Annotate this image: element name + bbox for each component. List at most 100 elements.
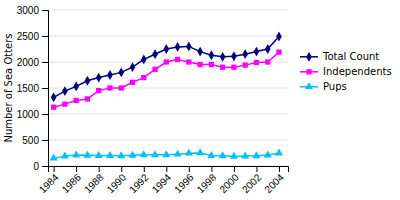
- marker: [265, 59, 270, 64]
- marker: [107, 70, 113, 80]
- tick: 2002: [240, 166, 264, 195]
- y-axis-title: Number of Sea Otters: [3, 33, 14, 142]
- marker: [275, 149, 283, 156]
- tick-mark: [42, 10, 48, 11]
- tick: 2500: [17, 31, 48, 42]
- marker: [119, 85, 124, 90]
- marker: [152, 67, 157, 72]
- tick-mark: [121, 166, 122, 172]
- marker: [51, 105, 56, 110]
- tick-label: 2000: [217, 171, 241, 195]
- tick-label: 3000: [17, 5, 40, 16]
- marker: [130, 80, 135, 85]
- marker: [243, 62, 248, 67]
- marker: [241, 151, 249, 158]
- grid-line: [48, 140, 288, 141]
- marker: [107, 85, 112, 90]
- marker: [141, 54, 147, 64]
- tick: 0: [33, 161, 48, 172]
- tick-label: 1992: [127, 171, 151, 195]
- tick-mark: [256, 166, 257, 172]
- marker: [197, 62, 202, 67]
- tick-mark: [76, 166, 77, 172]
- tick-mark: [42, 36, 48, 37]
- tick: 1988: [82, 166, 106, 195]
- legend-item: Total Count: [300, 51, 379, 62]
- tick-label: 2004: [262, 171, 286, 195]
- series: [51, 49, 282, 109]
- marker: [128, 151, 136, 158]
- marker: [197, 47, 203, 57]
- marker: [175, 42, 181, 52]
- tick-label: 500: [22, 135, 39, 146]
- marker: [152, 49, 158, 59]
- marker: [196, 148, 204, 155]
- marker: [276, 49, 281, 54]
- marker: [254, 47, 260, 57]
- marker: [264, 150, 272, 157]
- marker: [74, 98, 79, 103]
- grid: [48, 10, 288, 166]
- tick: 2004: [262, 166, 286, 195]
- marker: [50, 154, 58, 161]
- tick-mark: [42, 166, 48, 167]
- tick: 1994: [150, 166, 174, 195]
- x-axis: 1984198619881990199219941996199820002002…: [37, 166, 289, 195]
- marker: [141, 75, 146, 80]
- marker: [209, 50, 215, 60]
- tick: 2000: [17, 57, 48, 68]
- marker: [85, 76, 91, 86]
- legend-label: Total Count: [322, 51, 379, 62]
- marker: [252, 151, 260, 158]
- tick-label: 0: [33, 161, 39, 172]
- tick-mark: [42, 62, 48, 63]
- series: [50, 148, 283, 160]
- legend-marker: [305, 82, 313, 89]
- marker: [51, 92, 57, 102]
- marker: [140, 150, 148, 157]
- marker: [163, 44, 169, 54]
- tick: 1500: [17, 83, 48, 94]
- tick-label: 1984: [37, 171, 61, 195]
- tick-label: 2002: [240, 171, 264, 195]
- marker: [85, 96, 90, 101]
- tick-mark: [42, 140, 48, 141]
- tick-mark: [42, 88, 48, 89]
- legend-item: Pups: [300, 81, 347, 92]
- marker: [106, 151, 114, 158]
- tick-mark: [42, 114, 48, 115]
- tick: 1996: [172, 166, 196, 195]
- marker: [219, 151, 227, 158]
- marker: [186, 41, 192, 51]
- tick: 1986: [60, 166, 84, 195]
- tick-label: 2500: [17, 31, 40, 42]
- legend-label: Independents: [323, 66, 392, 77]
- marker: [130, 62, 136, 72]
- legend: Total Count Independents Pups: [300, 51, 392, 92]
- marker: [62, 86, 68, 96]
- series-layer: [50, 32, 283, 161]
- marker: [186, 59, 191, 64]
- tick-label: 1998: [195, 171, 219, 195]
- legend-marker: [306, 69, 311, 74]
- tick-label: 1988: [82, 171, 106, 195]
- grid-line: [48, 10, 288, 11]
- tick: 1992: [127, 166, 151, 195]
- tick-mark: [144, 166, 145, 172]
- tick-label: 1500: [17, 83, 40, 94]
- series: [51, 32, 282, 103]
- tick-label: 1996: [172, 171, 196, 195]
- tick: 1000: [17, 109, 48, 120]
- tick: 1984: [37, 166, 61, 195]
- tick: 3000: [17, 5, 48, 16]
- tick-mark: [54, 166, 55, 172]
- marker: [95, 151, 103, 158]
- marker: [174, 150, 182, 157]
- tick-mark: [99, 166, 100, 172]
- marker: [151, 150, 159, 157]
- marker: [72, 150, 80, 157]
- marker: [230, 152, 238, 159]
- tick-label: 1000: [17, 109, 40, 120]
- marker: [62, 101, 67, 106]
- marker: [61, 151, 69, 158]
